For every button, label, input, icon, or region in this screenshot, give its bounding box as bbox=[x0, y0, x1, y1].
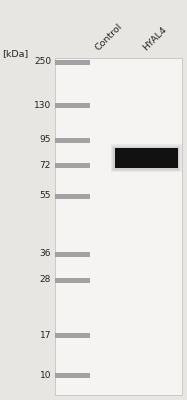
Text: 95: 95 bbox=[39, 136, 51, 144]
Bar bbox=[55, 138, 90, 142]
Bar bbox=[55, 278, 90, 282]
Text: 130: 130 bbox=[34, 100, 51, 110]
Bar bbox=[55, 60, 90, 64]
Bar bbox=[115, 148, 178, 168]
Text: [kDa]: [kDa] bbox=[2, 49, 28, 58]
Text: Control: Control bbox=[94, 22, 124, 52]
Bar bbox=[55, 194, 90, 198]
Bar bbox=[55, 102, 90, 108]
Bar bbox=[55, 372, 90, 378]
Bar bbox=[114, 146, 180, 170]
Bar bbox=[55, 252, 90, 256]
Text: 250: 250 bbox=[34, 58, 51, 66]
Bar bbox=[113, 146, 180, 170]
Text: 17: 17 bbox=[39, 330, 51, 340]
Text: 36: 36 bbox=[39, 250, 51, 258]
Bar bbox=[55, 332, 90, 338]
Text: HYAL4: HYAL4 bbox=[142, 24, 169, 52]
Text: 55: 55 bbox=[39, 192, 51, 200]
Bar bbox=[55, 162, 90, 168]
Bar bbox=[55, 58, 182, 395]
Text: 28: 28 bbox=[40, 276, 51, 284]
Text: 72: 72 bbox=[40, 160, 51, 170]
Bar bbox=[111, 144, 182, 172]
Text: 10: 10 bbox=[39, 370, 51, 380]
